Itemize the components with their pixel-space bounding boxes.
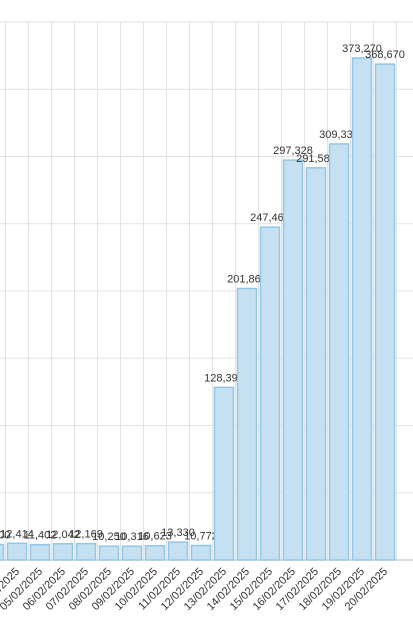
- bar: [29, 543, 51, 561]
- bar: [6, 542, 28, 561]
- value-label: 13,330: [161, 527, 195, 539]
- bar: [121, 545, 143, 561]
- bar: [75, 542, 97, 561]
- value-label: 201,863: [227, 273, 267, 285]
- bar: [0, 543, 5, 561]
- bar: [213, 386, 235, 561]
- value-label: 128,393: [204, 372, 244, 384]
- bar: [144, 544, 166, 561]
- value-label: 10,772: [184, 531, 218, 543]
- value-label: 291,587: [296, 153, 336, 165]
- value-label: 373,270: [342, 43, 382, 55]
- bar: [52, 543, 74, 561]
- bar: [374, 63, 396, 561]
- bar: [328, 143, 350, 561]
- bar: [98, 545, 120, 561]
- bar: [167, 541, 189, 561]
- value-label: 10,250: [92, 531, 126, 543]
- value-label: 12,042: [46, 529, 80, 541]
- value-label: 10,623: [138, 531, 172, 543]
- value-label: 10,316: [115, 531, 149, 543]
- bar: [282, 159, 304, 561]
- value-label: 309,338: [319, 129, 359, 141]
- value-label: 368,670: [365, 49, 405, 61]
- bar: [190, 544, 212, 561]
- value-label: 12,169: [69, 529, 103, 541]
- bar: [259, 226, 281, 561]
- bar: [351, 57, 373, 561]
- value-label: 12,414: [0, 528, 34, 540]
- bar: [305, 167, 327, 561]
- value-label: 11,500: [0, 530, 10, 542]
- value-label: 297,328: [273, 145, 313, 157]
- value-label: 11,402: [24, 530, 57, 542]
- value-label: 247,465: [250, 212, 290, 224]
- bar: [236, 287, 258, 561]
